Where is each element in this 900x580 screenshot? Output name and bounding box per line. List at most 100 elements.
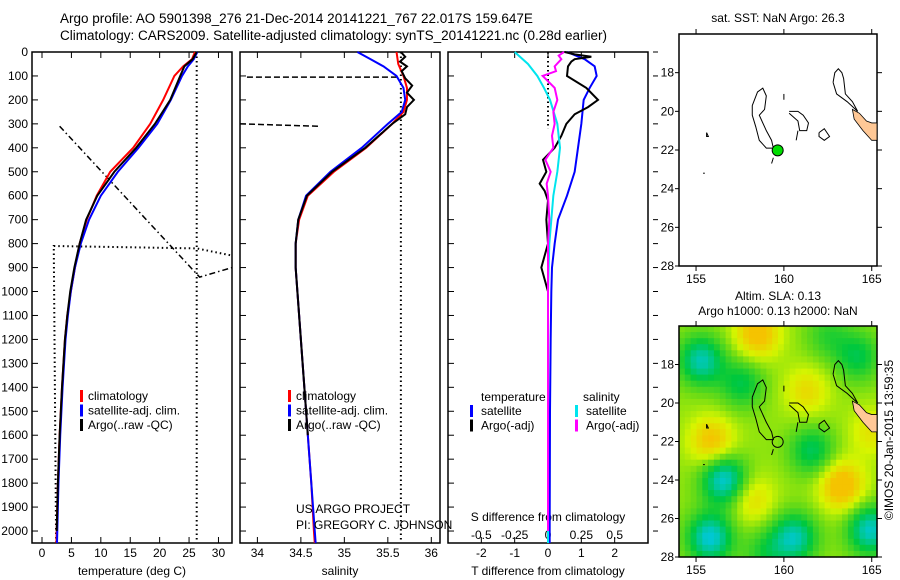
sla-cell (842, 502, 849, 509)
sla-cell (801, 550, 808, 558)
sla-cell (719, 526, 727, 534)
sla-cell (836, 398, 843, 406)
sla-cell (865, 459, 872, 467)
sla-cell (842, 405, 849, 412)
sla-cell (824, 350, 831, 357)
sla-cell (708, 411, 715, 418)
sla-cell (859, 471, 866, 479)
sla-cell (818, 417, 826, 424)
sla-cell (754, 526, 762, 534)
sla-cell (812, 490, 820, 497)
sla-cell (754, 429, 762, 436)
sla-cell (766, 405, 773, 412)
sla-cell (853, 550, 861, 558)
sla-cell (830, 508, 837, 516)
sla-cell (789, 520, 796, 528)
sla-cell (731, 386, 738, 394)
sla-cell (812, 435, 820, 443)
x-tick-label: 5 (68, 546, 75, 560)
y-tick-label: 200 (8, 93, 28, 107)
sla-cell (801, 441, 808, 449)
x-tick-label: 25 (182, 546, 196, 560)
sla-cell (830, 350, 837, 357)
sla-cell (737, 514, 744, 522)
sla-cell (778, 423, 785, 430)
sla-cell (754, 478, 762, 485)
sla-cell (708, 405, 715, 412)
sla-cell (743, 356, 750, 364)
sla-cell (783, 332, 791, 339)
sla-cell (702, 544, 709, 552)
sla-cell (713, 350, 721, 357)
sla-cell (847, 374, 855, 382)
y-tick-label: 500 (8, 165, 28, 179)
sla-cell (719, 496, 727, 503)
sla-cell (842, 392, 849, 400)
sla-cell (684, 338, 692, 345)
sla-cell (713, 398, 721, 406)
sla-cell (778, 526, 785, 534)
sla-cell (859, 423, 866, 430)
sla-cell (859, 550, 866, 558)
sla-cell (812, 502, 820, 509)
sla-cell (801, 526, 808, 534)
sla-cell (679, 374, 686, 382)
sla-cell (842, 520, 849, 528)
series-line-satellite-adj-clim- (56, 51, 199, 544)
sla-cell (789, 441, 796, 449)
sla-cell (772, 350, 779, 357)
sla-cell (847, 380, 855, 388)
sla-cell (731, 405, 738, 412)
sla-cell (853, 459, 861, 467)
sla-cell (766, 538, 773, 546)
x-axis-label: T difference from climatology (471, 564, 625, 578)
sla-cell (847, 350, 855, 357)
sla-cell (696, 544, 703, 552)
sla-cell (830, 478, 837, 485)
sla-cell (807, 550, 814, 558)
sla-cell (696, 380, 703, 388)
sla-cell (708, 465, 715, 473)
sla-cell (743, 484, 750, 491)
sla-cell (847, 429, 855, 436)
sla-cell (737, 392, 744, 400)
sla-cell (754, 326, 762, 333)
sla-cell (708, 550, 715, 558)
sla-cell (824, 398, 831, 406)
sla-cell (801, 508, 808, 516)
sla-cell (812, 392, 820, 400)
sla-cell (812, 386, 820, 394)
sla-cell (679, 380, 686, 388)
sla-cell (684, 550, 692, 558)
sla-cell (778, 386, 785, 394)
sla-cell (812, 514, 820, 522)
sla-cell (842, 368, 849, 376)
sla-cell (760, 423, 767, 430)
sla-cell (760, 508, 767, 516)
sla-cell (719, 550, 727, 558)
y-tick-label: 900 (8, 261, 28, 275)
sla-cell (824, 459, 831, 467)
sla-cell (871, 380, 878, 388)
sla-cell (853, 526, 861, 534)
sla-cell (713, 459, 721, 467)
sla-cell (783, 453, 791, 461)
sla-cell (818, 520, 826, 528)
sla-cell (760, 374, 767, 382)
sla-cell (684, 429, 692, 436)
sla-cell (778, 532, 785, 540)
sla-cell (836, 386, 843, 394)
sla-cell (801, 459, 808, 467)
sla-cell (696, 398, 703, 406)
sla-cell (871, 484, 878, 491)
sla-cell (760, 484, 767, 491)
sla-cell (795, 392, 802, 400)
sla-cell (754, 453, 762, 461)
sla-cell (842, 326, 849, 333)
sla-cell (719, 453, 727, 461)
sla-cell (871, 356, 878, 364)
sla-cell (708, 459, 715, 467)
sla-cell (748, 447, 756, 455)
sla-cell (836, 380, 843, 388)
sla-cell (824, 356, 831, 364)
